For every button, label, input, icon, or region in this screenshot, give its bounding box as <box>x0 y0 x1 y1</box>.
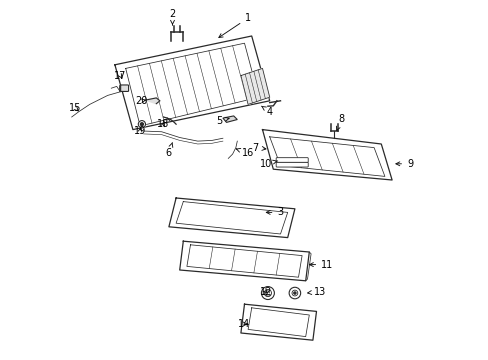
Polygon shape <box>223 116 237 122</box>
Text: 16: 16 <box>236 148 254 158</box>
Circle shape <box>261 287 274 300</box>
Text: 18: 18 <box>157 119 169 129</box>
Text: 14: 14 <box>238 319 250 329</box>
FancyBboxPatch shape <box>121 85 128 91</box>
Polygon shape <box>179 241 309 281</box>
FancyBboxPatch shape <box>276 158 307 162</box>
Text: 8: 8 <box>336 114 344 130</box>
Polygon shape <box>115 36 269 130</box>
Text: 3: 3 <box>266 207 283 217</box>
Text: 2: 2 <box>169 9 175 25</box>
Text: 11: 11 <box>309 260 333 270</box>
Circle shape <box>293 292 295 294</box>
Text: 5: 5 <box>216 116 229 126</box>
Text: 12: 12 <box>260 287 272 297</box>
Polygon shape <box>241 68 269 104</box>
Circle shape <box>140 123 143 126</box>
Text: 9: 9 <box>395 159 412 169</box>
Polygon shape <box>262 130 391 180</box>
Text: 7: 7 <box>252 143 265 153</box>
Text: 13: 13 <box>307 287 325 297</box>
Polygon shape <box>168 198 294 238</box>
Polygon shape <box>145 98 160 104</box>
Circle shape <box>138 121 145 128</box>
Polygon shape <box>241 304 316 340</box>
Text: 20: 20 <box>136 96 148 106</box>
Text: 1: 1 <box>219 13 251 37</box>
Text: 10: 10 <box>260 159 277 169</box>
Circle shape <box>288 287 300 299</box>
Text: 15: 15 <box>69 103 81 113</box>
Text: 4: 4 <box>261 106 272 117</box>
FancyBboxPatch shape <box>276 162 307 167</box>
Text: 6: 6 <box>165 143 172 158</box>
Text: 17: 17 <box>114 71 126 81</box>
Text: 19: 19 <box>134 126 146 136</box>
